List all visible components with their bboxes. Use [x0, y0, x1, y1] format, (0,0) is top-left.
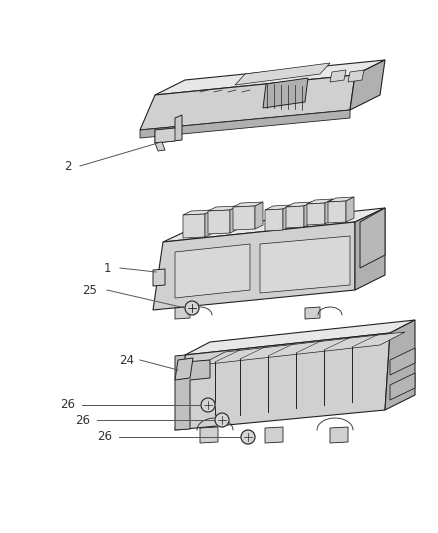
- Polygon shape: [185, 320, 415, 355]
- Polygon shape: [325, 199, 333, 224]
- Polygon shape: [208, 206, 238, 211]
- Polygon shape: [163, 208, 385, 242]
- Polygon shape: [175, 355, 210, 430]
- Polygon shape: [355, 208, 385, 290]
- Polygon shape: [286, 206, 304, 228]
- Polygon shape: [385, 320, 415, 410]
- Polygon shape: [286, 202, 312, 207]
- Polygon shape: [360, 208, 385, 268]
- Polygon shape: [200, 332, 405, 365]
- Polygon shape: [265, 209, 283, 231]
- Polygon shape: [140, 75, 355, 130]
- Text: 26: 26: [60, 399, 75, 411]
- Polygon shape: [208, 210, 230, 234]
- Polygon shape: [235, 63, 330, 85]
- Polygon shape: [390, 348, 415, 375]
- Polygon shape: [350, 60, 385, 110]
- Circle shape: [241, 430, 255, 444]
- Polygon shape: [175, 307, 190, 319]
- Polygon shape: [155, 142, 165, 151]
- Polygon shape: [153, 269, 165, 286]
- Polygon shape: [200, 427, 218, 443]
- Polygon shape: [175, 333, 390, 430]
- Polygon shape: [155, 60, 385, 95]
- Polygon shape: [283, 205, 291, 230]
- Text: 26: 26: [98, 431, 113, 443]
- Polygon shape: [307, 203, 325, 225]
- Polygon shape: [175, 358, 193, 380]
- Polygon shape: [307, 199, 333, 204]
- Circle shape: [215, 413, 229, 427]
- Polygon shape: [328, 201, 346, 223]
- Polygon shape: [255, 202, 263, 229]
- Polygon shape: [155, 115, 182, 143]
- Polygon shape: [265, 205, 291, 210]
- Text: 25: 25: [82, 284, 97, 296]
- Polygon shape: [140, 110, 350, 138]
- Polygon shape: [348, 70, 364, 82]
- Text: 2: 2: [64, 159, 72, 173]
- Text: 24: 24: [120, 353, 134, 367]
- Polygon shape: [183, 214, 205, 238]
- Polygon shape: [263, 78, 308, 108]
- Polygon shape: [205, 210, 213, 237]
- Circle shape: [185, 301, 199, 315]
- Polygon shape: [328, 197, 354, 202]
- Polygon shape: [175, 244, 250, 298]
- Polygon shape: [155, 128, 175, 143]
- Polygon shape: [265, 427, 283, 443]
- Polygon shape: [305, 307, 320, 319]
- Text: 1: 1: [103, 262, 111, 274]
- Polygon shape: [390, 373, 415, 400]
- Polygon shape: [330, 427, 348, 443]
- Polygon shape: [346, 197, 354, 222]
- Circle shape: [201, 398, 215, 412]
- Polygon shape: [304, 202, 312, 227]
- Polygon shape: [153, 222, 355, 310]
- Polygon shape: [233, 202, 263, 207]
- Polygon shape: [183, 210, 213, 215]
- Polygon shape: [233, 206, 255, 230]
- Polygon shape: [330, 70, 346, 82]
- Polygon shape: [230, 206, 238, 233]
- Polygon shape: [260, 236, 350, 293]
- Text: 26: 26: [75, 414, 91, 426]
